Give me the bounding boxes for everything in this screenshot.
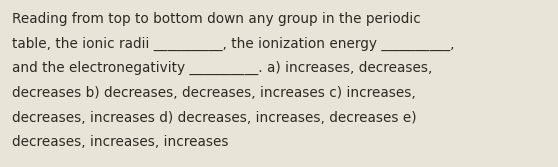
Text: and the electronegativity __________. a) increases, decreases,: and the electronegativity __________. a)… — [12, 61, 432, 75]
Text: decreases, increases d) decreases, increases, decreases e): decreases, increases d) decreases, incre… — [12, 111, 417, 125]
Text: decreases b) decreases, decreases, increases c) increases,: decreases b) decreases, decreases, incre… — [12, 86, 416, 100]
Text: Reading from top to bottom down any group in the periodic: Reading from top to bottom down any grou… — [12, 12, 421, 26]
Text: table, the ionic radii __________, the ionization energy __________,: table, the ionic radii __________, the i… — [12, 36, 455, 51]
Text: decreases, increases, increases: decreases, increases, increases — [12, 135, 229, 149]
